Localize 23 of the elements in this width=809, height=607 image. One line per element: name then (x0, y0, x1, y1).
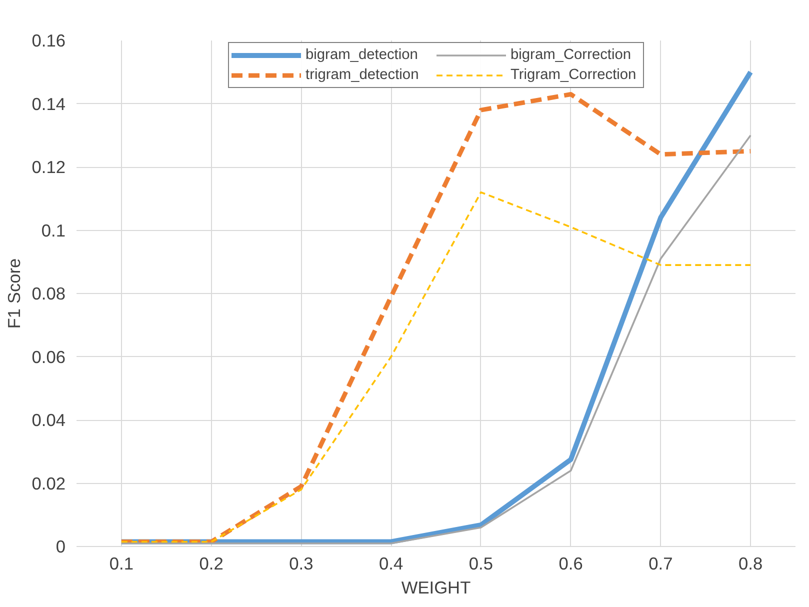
x-tick-label: 0.6 (558, 554, 583, 574)
x-tick-label: 0.4 (379, 554, 404, 574)
x-tick-label: 0.7 (648, 554, 673, 574)
x-tick-label: 0.5 (468, 554, 493, 574)
y-tick-label: 0.14 (32, 94, 66, 114)
y-tick-label: 0.02 (32, 473, 66, 494)
y-tick-label: 0.06 (32, 346, 66, 367)
legend-label: bigram_detection (306, 47, 419, 63)
y-tick-label: 0 (56, 536, 66, 556)
x-tick-label: 0.2 (199, 554, 224, 574)
y-tick-label: 0.08 (32, 284, 66, 304)
y-tick-label: 0.1 (41, 220, 66, 240)
y-axis-title: F1 Score (4, 258, 24, 329)
y-tick-label: 0.16 (32, 30, 66, 50)
y-tick-label: 0.12 (32, 157, 66, 177)
x-tick-label: 0.1 (109, 554, 134, 574)
legend-label: trigram_detection (306, 67, 420, 83)
x-tick-label: 0.3 (289, 554, 314, 574)
x-tick-label: 0.8 (738, 554, 763, 574)
x-axis-title: WEIGHT (401, 578, 472, 598)
legend-label: Trigram_Correction (510, 67, 638, 83)
y-tick-label: 0.04 (32, 410, 66, 430)
legend-label: bigram_Correction (510, 47, 632, 63)
